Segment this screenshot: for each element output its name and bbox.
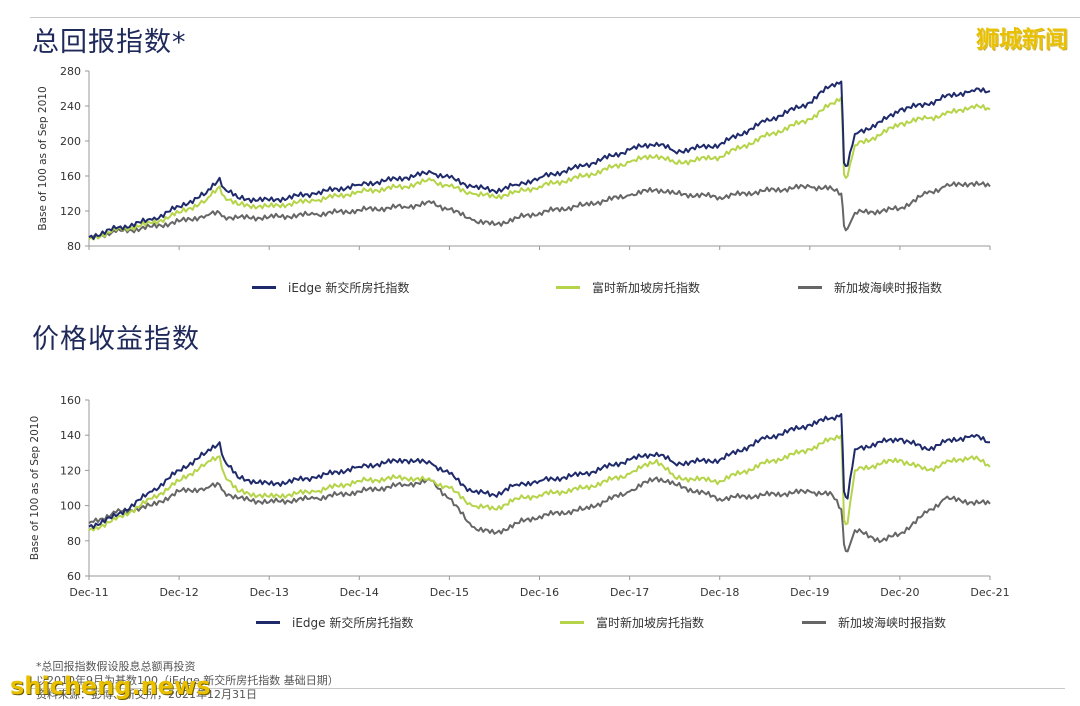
- y-tick-label: 80: [67, 240, 81, 253]
- x-tick-label: Dec-11: [69, 586, 108, 599]
- footnote-2: 以2010年9月为基数100（iEdge 新交所房托指数 基础日期）: [36, 674, 339, 687]
- bottom-divider: [30, 688, 1065, 689]
- watermark-cn: 狮城新闻: [976, 27, 1068, 53]
- legend-swatch: [556, 285, 580, 289]
- y-tick-label: 120: [60, 205, 81, 218]
- y-tick-label: 160: [60, 394, 81, 407]
- legend-item: 新加坡海峡时报指数: [802, 614, 946, 631]
- legend-swatch: [802, 620, 826, 624]
- y-tick-label: 100: [60, 500, 81, 513]
- price-return-title: 价格收益指数: [32, 324, 200, 355]
- y-axis-label: Base of 100 as of Sep 2010: [29, 416, 41, 560]
- x-tick-label: Dec-15: [430, 586, 469, 599]
- total-return-chart: 80120160200240280Dec-11Dec-12Dec-13Dec-1…: [37, 65, 991, 253]
- series-line-0: [88, 80, 991, 240]
- legend-label: iEdge 新交所房托指数: [288, 280, 410, 295]
- x-tick-label: Dec-18: [700, 586, 739, 599]
- x-tick-label: Dec-19: [790, 586, 829, 599]
- y-tick-label: 60: [67, 570, 81, 583]
- legend-label: 新加坡海峡时报指数: [834, 280, 943, 295]
- legend-item: 富时新加坡房托指数: [560, 614, 704, 631]
- y-tick-label: 240: [60, 100, 81, 113]
- x-tick-label: Dec-14: [340, 586, 379, 599]
- legend-item: 新加坡海峡时报指数: [798, 279, 942, 296]
- x-tick-label: Dec-13: [250, 586, 289, 599]
- y-tick-label: 80: [67, 535, 81, 548]
- series-line-0: [88, 413, 990, 530]
- legend-label: 新加坡海峡时报指数: [838, 615, 947, 630]
- price-return-chart: 60 80 100 120 140 160 Dec-11 Dec-12 Dec-13 Dec-14…: [29, 394, 1010, 599]
- series-line-2: [88, 476, 991, 553]
- legend-swatch: [560, 620, 584, 624]
- legend-item: iEdge 新交所房托指数: [256, 614, 413, 631]
- y-axis-label: Base of 100 as of Sep 2010: [37, 86, 49, 230]
- footnote-1: *总回报指数假设股息总额再投资: [36, 660, 196, 673]
- series-line-1: [88, 96, 991, 241]
- x-tick-label: Dec-17: [610, 586, 649, 599]
- footnotes: *总回报指数假设股息总额再投资 以2010年9月为基数100（iEdge 新交所…: [36, 660, 339, 702]
- watermark-en: shicheng.news: [10, 672, 211, 700]
- y-tick-label: 200: [60, 135, 81, 148]
- legend-swatch: [256, 620, 280, 624]
- footnote-3: 资料来源：彭博、新交所，2021年12月31日: [36, 688, 257, 701]
- legend-swatch: [798, 285, 822, 289]
- series-line-2: [88, 180, 991, 239]
- x-tick-label: Dec-12: [159, 586, 198, 599]
- y-tick-label: 140: [60, 429, 81, 442]
- legend-label: 富时新加坡房托指数: [592, 280, 701, 295]
- x-tick-label: Dec-20: [880, 586, 919, 599]
- legend-item: iEdge 新交所房托指数: [252, 279, 409, 296]
- legend-item: 富时新加坡房托指数: [556, 279, 700, 296]
- y-tick-label: 280: [60, 65, 81, 78]
- legend-label: iEdge 新交所房托指数: [292, 615, 414, 630]
- top-divider: [30, 17, 1080, 18]
- legend-label: 富时新加坡房托指数: [596, 615, 705, 630]
- legend-swatch: [252, 285, 276, 289]
- x-tick-label: Dec-16: [520, 586, 559, 599]
- y-tick-label: 160: [60, 170, 81, 183]
- total-return-title: 总回报指数*: [32, 27, 187, 58]
- y-tick-label: 120: [60, 464, 81, 477]
- x-tick-label: Dec-21: [970, 586, 1009, 599]
